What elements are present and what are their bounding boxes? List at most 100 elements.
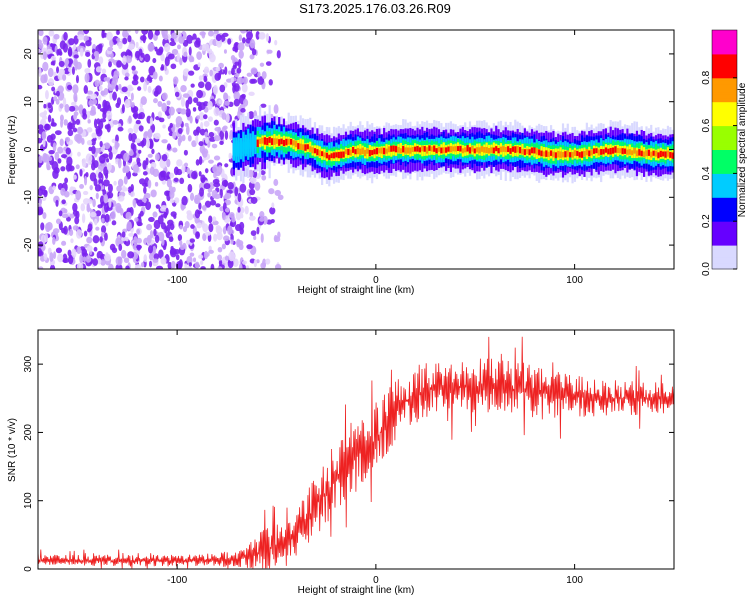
noise-speckle <box>68 255 74 265</box>
signal-cell <box>297 143 300 150</box>
noise-speckle <box>134 50 141 59</box>
noise-speckle <box>269 206 276 215</box>
colorbar-cell <box>712 251 737 254</box>
noise-speckle <box>231 216 236 223</box>
signal-cell <box>664 151 667 158</box>
noise-speckle <box>73 54 79 59</box>
noise-speckle <box>146 223 153 231</box>
colorbar-cell <box>712 147 737 150</box>
noise-speckle <box>212 84 219 95</box>
noise-speckle <box>274 39 278 46</box>
signal-cell <box>635 150 639 157</box>
noise-speckle <box>131 70 139 75</box>
noise-speckle <box>79 184 84 189</box>
noise-speckle <box>227 38 232 45</box>
signal-cell <box>502 146 505 152</box>
noise-speckle <box>224 255 230 261</box>
noise-speckle <box>87 119 91 124</box>
noise-speckle <box>117 126 124 132</box>
signal-cell <box>363 149 367 157</box>
colorbar-cell <box>712 109 737 113</box>
signal-cell <box>485 146 488 154</box>
signal-cell <box>430 146 433 152</box>
signal-cell <box>425 147 429 154</box>
colorbar-cell <box>712 105 737 109</box>
noise-speckle <box>132 164 139 174</box>
halo-speckle <box>321 157 325 160</box>
colorbar-cell <box>712 181 737 184</box>
noise-speckle <box>164 56 170 67</box>
signal-cell <box>433 145 436 152</box>
colorbar-cell <box>712 137 737 141</box>
noise-speckle <box>240 213 244 219</box>
noise-speckle <box>101 30 105 39</box>
noise-speckle <box>75 164 80 170</box>
snr-ylabel: SNR (10 * v/v) <box>7 418 18 482</box>
noise-speckle <box>268 79 273 86</box>
noise-speckle <box>125 265 130 269</box>
colorbar-cell <box>712 187 737 190</box>
signal-cell <box>292 140 295 146</box>
noise-speckle <box>189 252 195 257</box>
noise-speckle <box>111 247 118 254</box>
noise-speckle <box>159 207 167 212</box>
noise-speckle <box>43 253 48 261</box>
signal-cell <box>344 149 348 155</box>
colorbar-cell <box>712 73 737 77</box>
colorbar-cell <box>712 155 737 158</box>
noise-speckle <box>262 258 267 268</box>
noise-speckle <box>61 199 66 205</box>
noise-speckle <box>186 210 192 216</box>
colorbar-tick-label: 0.8 <box>701 70 712 84</box>
spectrogram-xlabel: Height of straight line (km) <box>298 285 415 296</box>
noise-speckle <box>213 107 220 117</box>
signal-cell <box>311 147 314 154</box>
noise-speckle <box>225 112 230 123</box>
noise-speckle <box>39 185 46 191</box>
noise-speckle <box>95 226 100 231</box>
noise-speckle <box>74 216 80 225</box>
noise-speckle <box>201 220 205 229</box>
noise-speckle <box>81 158 87 168</box>
noise-speckle <box>38 241 44 248</box>
noise-speckle <box>228 70 232 75</box>
noise-speckle <box>169 199 175 204</box>
noise-speckle <box>181 164 186 174</box>
noise-speckle <box>71 66 75 76</box>
noise-speckle <box>148 245 153 254</box>
noise-speckle <box>82 190 89 196</box>
colorbar-cell <box>712 47 737 51</box>
noise-speckle <box>203 183 211 190</box>
noise-speckle <box>213 233 218 242</box>
noise-speckle <box>42 137 46 148</box>
noise-speckle <box>86 203 90 213</box>
noise-speckle <box>235 224 242 232</box>
noise-speckle <box>177 44 182 50</box>
signal-cell <box>549 150 553 156</box>
noise-speckle <box>132 74 139 82</box>
halo-speckle <box>558 140 562 143</box>
noise-speckle <box>179 135 183 143</box>
noise-speckle <box>58 68 65 75</box>
halo-speckle <box>538 141 542 144</box>
signal-cell <box>299 143 302 150</box>
signal-cell <box>418 147 422 153</box>
signal-cell <box>497 147 500 154</box>
noise-speckle <box>154 30 160 36</box>
signal-cell <box>235 146 238 153</box>
noise-speckle <box>52 142 57 152</box>
signal-cell <box>609 147 612 155</box>
noise-speckle <box>71 248 77 259</box>
noise-speckle <box>221 179 229 187</box>
noise-speckle <box>121 103 125 114</box>
noise-speckle <box>80 203 86 212</box>
signal-cell <box>342 151 345 158</box>
noise-speckle <box>38 266 44 269</box>
signal-cell <box>278 139 281 146</box>
signal-cell <box>397 146 400 153</box>
noise-speckle <box>221 243 227 250</box>
signal-cell <box>657 152 660 159</box>
noise-speckle <box>45 89 49 100</box>
noise-speckle <box>166 224 171 232</box>
snr-axes: -100 0 100 0 100 200 300 <box>23 330 674 586</box>
